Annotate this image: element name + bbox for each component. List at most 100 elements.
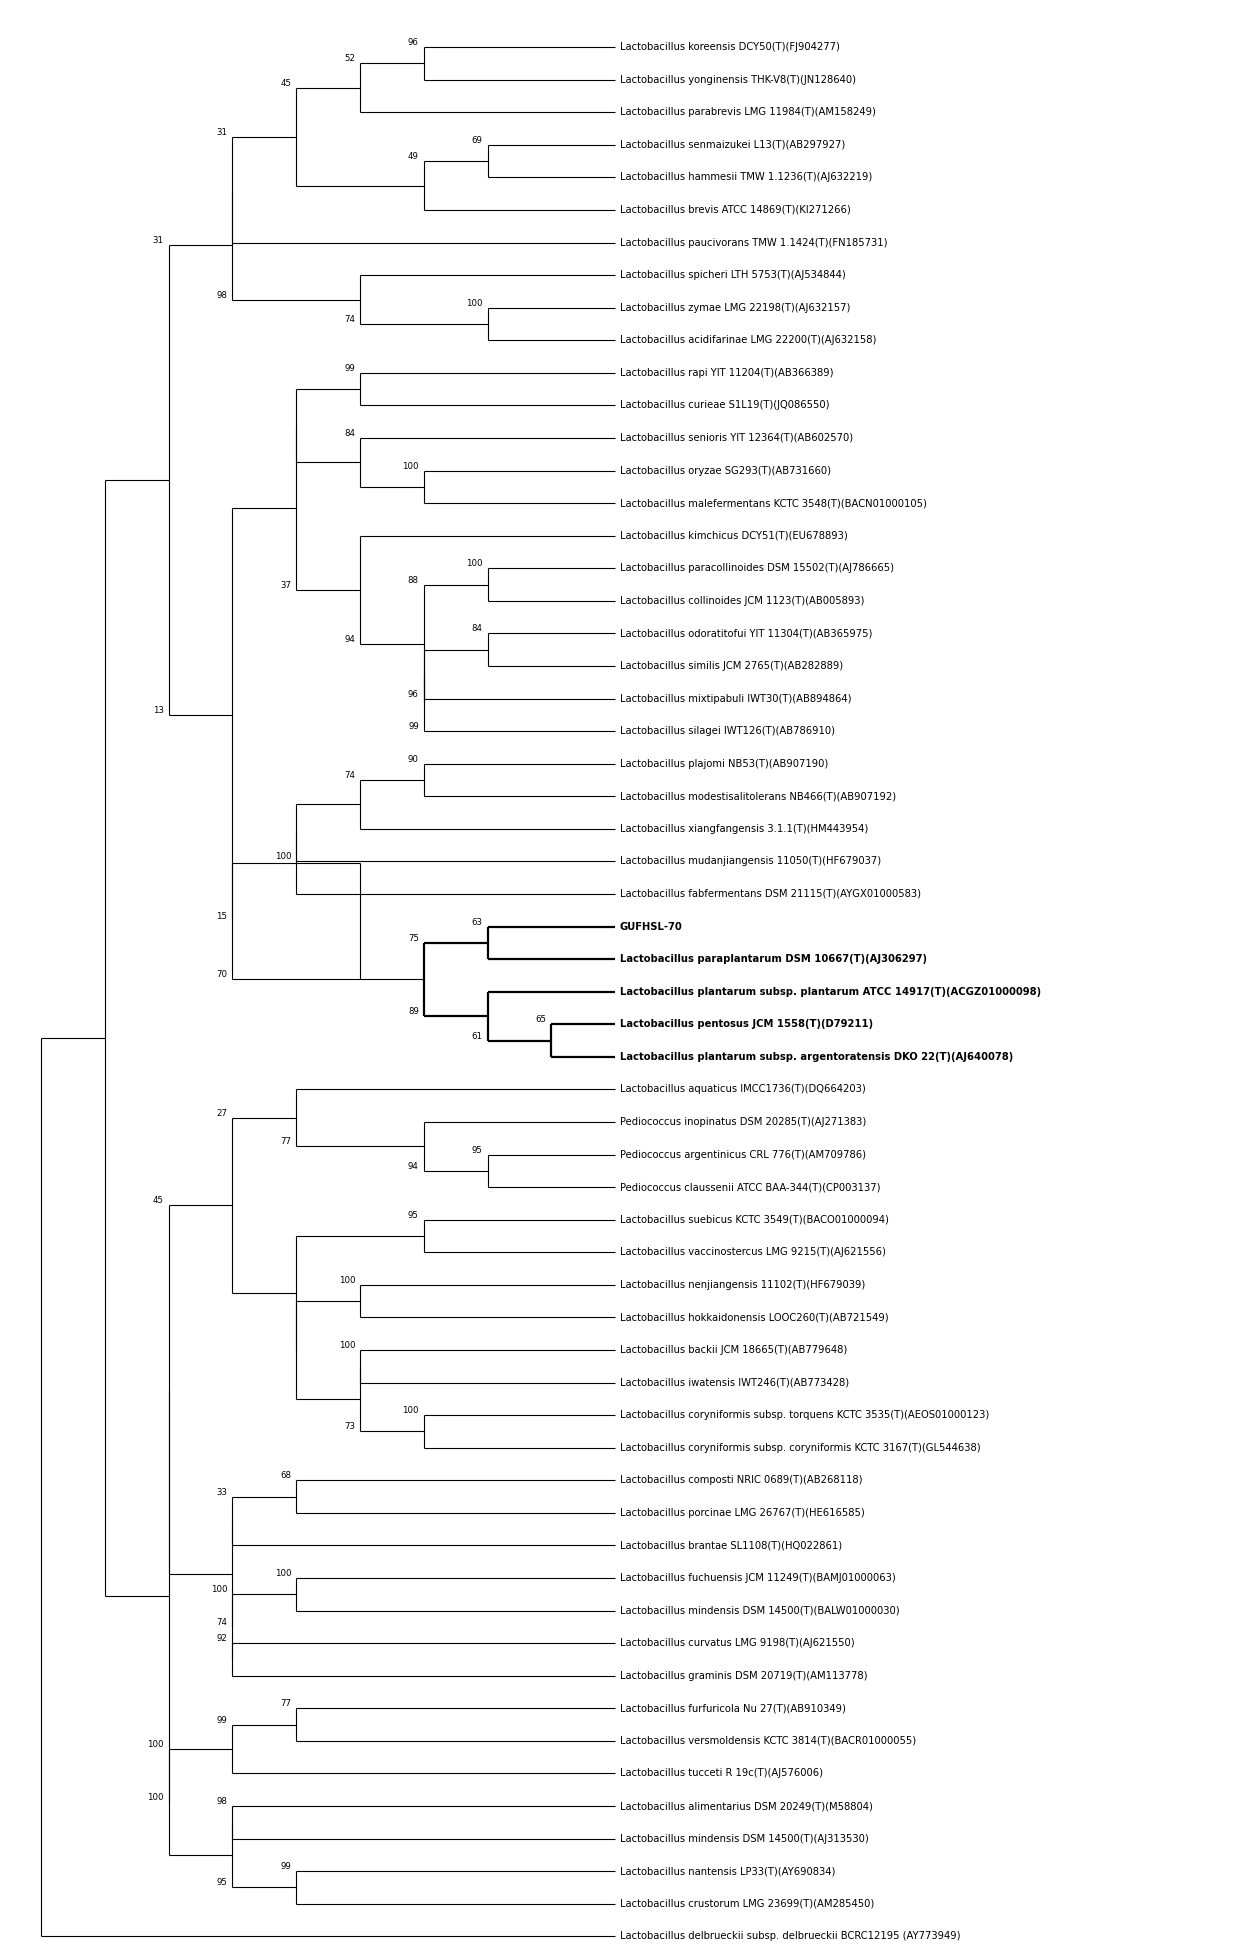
Text: 100: 100 xyxy=(148,1740,164,1748)
Text: Lactobacillus hokkaidonensis LOOC260(T)(AB721549): Lactobacillus hokkaidonensis LOOC260(T)(… xyxy=(620,1313,889,1323)
Text: Lactobacillus curieae S1L19(T)(JQ086550): Lactobacillus curieae S1L19(T)(JQ086550) xyxy=(620,400,830,410)
Text: Lactobacillus malefermentans KCTC 3548(T)(BACN01000105): Lactobacillus malefermentans KCTC 3548(T… xyxy=(620,498,926,508)
Text: Lactobacillus koreensis DCY50(T)(FJ904277): Lactobacillus koreensis DCY50(T)(FJ90427… xyxy=(620,41,839,53)
Text: Lactobacillus backii JCM 18665(T)(AB779648): Lactobacillus backii JCM 18665(T)(AB7796… xyxy=(620,1345,847,1354)
Text: 92: 92 xyxy=(217,1635,227,1642)
Text: Lactobacillus mudanjiangensis 11050(T)(HF679037): Lactobacillus mudanjiangensis 11050(T)(H… xyxy=(620,857,882,866)
Text: Lactobacillus paraplantarum DSM 10667(T)(AJ306297): Lactobacillus paraplantarum DSM 10667(T)… xyxy=(620,955,928,964)
Text: 100: 100 xyxy=(466,298,482,308)
Text: Lactobacillus senmaizukei L13(T)(AB297927): Lactobacillus senmaizukei L13(T)(AB29792… xyxy=(620,139,846,149)
Text: 99: 99 xyxy=(408,721,419,731)
Text: Lactobacillus furfuricola Nu 27(T)(AB910349): Lactobacillus furfuricola Nu 27(T)(AB910… xyxy=(620,1703,846,1713)
Text: 77: 77 xyxy=(280,1137,291,1147)
Text: 74: 74 xyxy=(343,770,355,780)
Text: 100: 100 xyxy=(339,1276,355,1286)
Text: 88: 88 xyxy=(408,576,419,584)
Text: 63: 63 xyxy=(471,917,482,927)
Text: 100: 100 xyxy=(275,853,291,860)
Text: 84: 84 xyxy=(343,429,355,437)
Text: 65: 65 xyxy=(536,1015,547,1025)
Text: 94: 94 xyxy=(408,1162,419,1170)
Text: Lactobacillus alimentarius DSM 20249(T)(M58804): Lactobacillus alimentarius DSM 20249(T)(… xyxy=(620,1801,873,1811)
Text: 74: 74 xyxy=(217,1617,227,1627)
Text: 100: 100 xyxy=(402,1405,419,1415)
Text: Pediococcus claussenii ATCC BAA-344(T)(CP003137): Pediococcus claussenii ATCC BAA-344(T)(C… xyxy=(620,1182,880,1192)
Text: Lactobacillus senioris YIT 12364(T)(AB602570): Lactobacillus senioris YIT 12364(T)(AB60… xyxy=(620,433,853,443)
Text: 100: 100 xyxy=(466,559,482,568)
Text: 98: 98 xyxy=(217,290,227,300)
Text: Lactobacillus iwatensis IWT246(T)(AB773428): Lactobacillus iwatensis IWT246(T)(AB7734… xyxy=(620,1378,849,1388)
Text: Lactobacillus coryniformis subsp. torquens KCTC 3535(T)(AEOS01000123): Lactobacillus coryniformis subsp. torque… xyxy=(620,1409,990,1421)
Text: Lactobacillus nantensis LP33(T)(AY690834): Lactobacillus nantensis LP33(T)(AY690834… xyxy=(620,1866,836,1876)
Text: Pediococcus argentinicus CRL 776(T)(AM709786): Pediococcus argentinicus CRL 776(T)(AM70… xyxy=(620,1151,866,1160)
Text: 100: 100 xyxy=(402,461,419,470)
Text: Lactobacillus delbrueckii subsp. delbrueckii BCRC12195 (AY773949): Lactobacillus delbrueckii subsp. delbrue… xyxy=(620,1931,961,1940)
Text: Lactobacillus fabfermentans DSM 21115(T)(AYGX01000583): Lactobacillus fabfermentans DSM 21115(T)… xyxy=(620,890,921,900)
Text: Lactobacillus porcinae LMG 26767(T)(HE616585): Lactobacillus porcinae LMG 26767(T)(HE61… xyxy=(620,1507,864,1517)
Text: 94: 94 xyxy=(345,635,355,643)
Text: 61: 61 xyxy=(471,1031,482,1041)
Text: Lactobacillus aquaticus IMCC1736(T)(DQ664203): Lactobacillus aquaticus IMCC1736(T)(DQ66… xyxy=(620,1084,866,1094)
Text: Lactobacillus zymae LMG 22198(T)(AJ632157): Lactobacillus zymae LMG 22198(T)(AJ63215… xyxy=(620,302,851,314)
Text: 15: 15 xyxy=(217,913,227,921)
Text: 100: 100 xyxy=(211,1586,227,1593)
Text: 95: 95 xyxy=(471,1145,482,1154)
Text: 69: 69 xyxy=(471,135,482,145)
Text: 98: 98 xyxy=(217,1797,227,1805)
Text: 95: 95 xyxy=(217,1878,227,1887)
Text: Lactobacillus acidifarinae LMG 22200(T)(AJ632158): Lactobacillus acidifarinae LMG 22200(T)(… xyxy=(620,335,877,345)
Text: Lactobacillus nenjiangensis 11102(T)(HF679039): Lactobacillus nenjiangensis 11102(T)(HF6… xyxy=(620,1280,866,1290)
Text: 99: 99 xyxy=(217,1715,227,1725)
Text: 13: 13 xyxy=(153,706,164,715)
Text: Lactobacillus odoratitofui YIT 11304(T)(AB365975): Lactobacillus odoratitofui YIT 11304(T)(… xyxy=(620,629,873,639)
Text: 100: 100 xyxy=(339,1341,355,1350)
Text: Lactobacillus spicheri LTH 5753(T)(AJ534844): Lactobacillus spicheri LTH 5753(T)(AJ534… xyxy=(620,270,846,280)
Text: Lactobacillus plantarum subsp. plantarum ATCC 14917(T)(ACGZ01000098): Lactobacillus plantarum subsp. plantarum… xyxy=(620,986,1042,998)
Text: Lactobacillus mindensis DSM 14500(T)(AJ313530): Lactobacillus mindensis DSM 14500(T)(AJ3… xyxy=(620,1835,869,1844)
Text: 49: 49 xyxy=(408,153,419,161)
Text: 68: 68 xyxy=(280,1472,291,1480)
Text: Lactobacillus mindensis DSM 14500(T)(BALW01000030): Lactobacillus mindensis DSM 14500(T)(BAL… xyxy=(620,1605,900,1615)
Text: 99: 99 xyxy=(345,365,355,372)
Text: 77: 77 xyxy=(280,1699,291,1709)
Text: Lactobacillus parabrevis LMG 11984(T)(AM158249): Lactobacillus parabrevis LMG 11984(T)(AM… xyxy=(620,108,875,118)
Text: Lactobacillus rapi YIT 11204(T)(AB366389): Lactobacillus rapi YIT 11204(T)(AB366389… xyxy=(620,368,833,378)
Text: Lactobacillus yonginensis THK-V8(T)(JN128640): Lactobacillus yonginensis THK-V8(T)(JN12… xyxy=(620,74,856,84)
Text: 95: 95 xyxy=(408,1211,419,1219)
Text: 31: 31 xyxy=(217,127,227,137)
Text: Lactobacillus fuchuensis JCM 11249(T)(BAMJ01000063): Lactobacillus fuchuensis JCM 11249(T)(BA… xyxy=(620,1574,895,1584)
Text: Lactobacillus plajomi NB53(T)(AB907190): Lactobacillus plajomi NB53(T)(AB907190) xyxy=(620,759,828,768)
Text: Lactobacillus oryzae SG293(T)(AB731660): Lactobacillus oryzae SG293(T)(AB731660) xyxy=(620,466,831,476)
Text: 84: 84 xyxy=(471,625,482,633)
Text: Lactobacillus crustorum LMG 23699(T)(AM285450): Lactobacillus crustorum LMG 23699(T)(AM2… xyxy=(620,1899,874,1909)
Text: Lactobacillus collinoides JCM 1123(T)(AB005893): Lactobacillus collinoides JCM 1123(T)(AB… xyxy=(620,596,864,606)
Text: 45: 45 xyxy=(280,78,291,88)
Text: Lactobacillus paucivorans TMW 1.1424(T)(FN185731): Lactobacillus paucivorans TMW 1.1424(T)(… xyxy=(620,237,888,247)
Text: Lactobacillus tucceti R 19c(T)(AJ576006): Lactobacillus tucceti R 19c(T)(AJ576006) xyxy=(620,1768,823,1778)
Text: 96: 96 xyxy=(408,37,419,47)
Text: 31: 31 xyxy=(153,235,164,245)
Text: Lactobacillus suebicus KCTC 3549(T)(BACO01000094): Lactobacillus suebicus KCTC 3549(T)(BACO… xyxy=(620,1215,889,1225)
Text: Lactobacillus xiangfangensis 3.1.1(T)(HM443954): Lactobacillus xiangfangensis 3.1.1(T)(HM… xyxy=(620,823,868,833)
Text: 100: 100 xyxy=(275,1570,291,1578)
Text: Lactobacillus hammesii TMW 1.1236(T)(AJ632219): Lactobacillus hammesii TMW 1.1236(T)(AJ6… xyxy=(620,172,872,182)
Text: Lactobacillus pentosus JCM 1558(T)(D79211): Lactobacillus pentosus JCM 1558(T)(D7921… xyxy=(620,1019,873,1029)
Text: 33: 33 xyxy=(217,1488,227,1497)
Text: 75: 75 xyxy=(408,933,419,943)
Text: Lactobacillus mixtipabuli IWT30(T)(AB894864): Lactobacillus mixtipabuli IWT30(T)(AB894… xyxy=(620,694,852,704)
Text: 27: 27 xyxy=(217,1109,227,1117)
Text: 96: 96 xyxy=(408,690,419,698)
Text: 74: 74 xyxy=(343,316,355,323)
Text: Lactobacillus graminis DSM 20719(T)(AM113778): Lactobacillus graminis DSM 20719(T)(AM11… xyxy=(620,1670,868,1682)
Text: 45: 45 xyxy=(153,1196,164,1205)
Text: Lactobacillus silagei IWT126(T)(AB786910): Lactobacillus silagei IWT126(T)(AB786910… xyxy=(620,725,835,737)
Text: 90: 90 xyxy=(408,755,419,764)
Text: Lactobacillus paracollinoides DSM 15502(T)(AJ786665): Lactobacillus paracollinoides DSM 15502(… xyxy=(620,563,894,572)
Text: Lactobacillus coryniformis subsp. coryniformis KCTC 3167(T)(GL544638): Lactobacillus coryniformis subsp. coryni… xyxy=(620,1443,981,1452)
Text: 100: 100 xyxy=(148,1793,164,1801)
Text: Pediococcus inopinatus DSM 20285(T)(AJ271383): Pediococcus inopinatus DSM 20285(T)(AJ27… xyxy=(620,1117,867,1127)
Text: 89: 89 xyxy=(408,1007,419,1015)
Text: Lactobacillus versmoldensis KCTC 3814(T)(BACR01000055): Lactobacillus versmoldensis KCTC 3814(T)… xyxy=(620,1737,916,1746)
Text: 52: 52 xyxy=(343,55,355,63)
Text: Lactobacillus brantae SL1108(T)(HQ022861): Lactobacillus brantae SL1108(T)(HQ022861… xyxy=(620,1541,842,1550)
